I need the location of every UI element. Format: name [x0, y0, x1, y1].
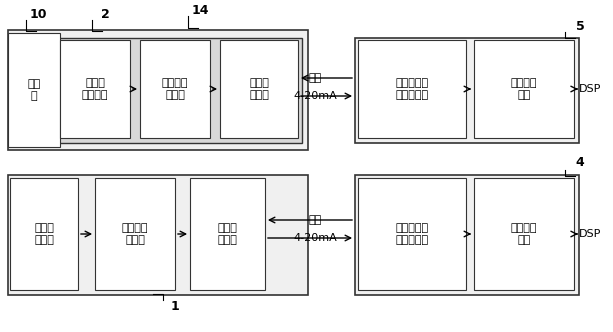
Text: 10: 10: [29, 8, 47, 21]
Bar: [8, 30, 308, 150]
Text: DSP: DSP: [579, 84, 601, 94]
Text: 引流
环: 引流 环: [28, 79, 40, 101]
Bar: [60, 40, 130, 138]
Bar: [8, 33, 60, 147]
Text: 信号调理
电路: 信号调理 电路: [511, 78, 537, 100]
Text: 变换、放大
及低通滤波: 变换、放大 及低通滤波: [395, 78, 428, 100]
Text: 信号变
换电路: 信号变 换电路: [218, 223, 237, 245]
Text: 4-20mA: 4-20mA: [293, 233, 337, 243]
Bar: [220, 40, 298, 138]
Bar: [8, 175, 308, 295]
Text: 2: 2: [101, 8, 109, 21]
Text: 放大及带
通滤波: 放大及带 通滤波: [122, 223, 148, 245]
Text: DSP: DSP: [579, 229, 601, 239]
Bar: [190, 178, 265, 290]
Bar: [10, 178, 78, 290]
Text: 5: 5: [576, 20, 584, 33]
Text: 电源: 电源: [308, 73, 322, 83]
Text: 1: 1: [170, 300, 180, 313]
Text: 信号变
换电路: 信号变 换电路: [249, 78, 269, 100]
Text: 信号调理
电路: 信号调理 电路: [511, 223, 537, 245]
Bar: [355, 175, 579, 295]
Bar: [355, 38, 579, 143]
Bar: [140, 40, 210, 138]
Bar: [95, 178, 175, 290]
Bar: [58, 38, 302, 143]
Bar: [358, 178, 466, 290]
Text: 4-20mA: 4-20mA: [293, 91, 337, 101]
Text: 超声波
传感器: 超声波 传感器: [34, 223, 54, 245]
Text: 4: 4: [576, 156, 584, 170]
Text: 放大及低
通滤波: 放大及低 通滤波: [162, 78, 188, 100]
Text: 霍尔电
流互感器: 霍尔电 流互感器: [82, 78, 109, 100]
Text: 14: 14: [191, 4, 209, 17]
Bar: [474, 40, 574, 138]
Bar: [358, 40, 466, 138]
Text: 变换、放大
及带通滤波: 变换、放大 及带通滤波: [395, 223, 428, 245]
Bar: [474, 178, 574, 290]
Text: 电源: 电源: [308, 215, 322, 225]
